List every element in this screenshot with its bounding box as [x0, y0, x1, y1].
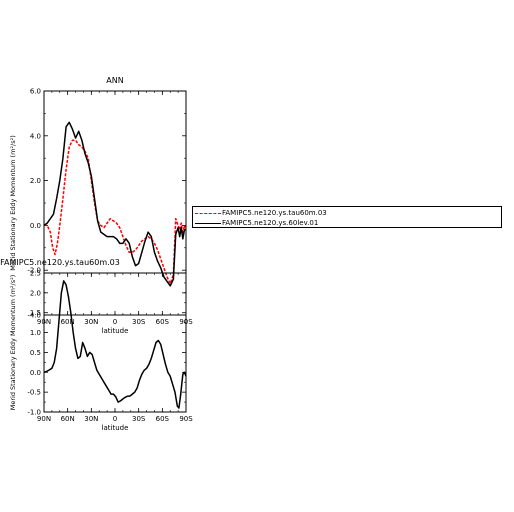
x-tick-label-30n: 30N	[84, 318, 98, 326]
legend-entry-60lev: FAMIPC5.ne120.ys.60lev.01	[195, 218, 318, 228]
y-tick-label-6-0: 6.0	[30, 88, 41, 96]
legend-label-60lev: FAMIPC5.ne120.ys.60lev.01	[222, 219, 319, 227]
y-tick-label-1-0: -1.0	[27, 409, 41, 417]
x-tick-label-60s: 60S	[156, 318, 170, 326]
plot-frame	[43, 272, 187, 413]
y-tick-label-1-0: 1.0	[30, 329, 41, 337]
x-tick-label-60s: 60S	[156, 415, 170, 423]
legend-label-tau60m: FAMIPC5.ne120.ys.tau60m.03	[222, 209, 327, 217]
y-tick-label-2-0: 2.0	[30, 289, 41, 297]
x-tick-label-60n: 60N	[61, 415, 75, 423]
chart-title: FAMIPC5.ne120.ys.tau60m.03	[0, 258, 120, 267]
series-line-famipc5-ne120-ys-tau60m-03	[44, 139, 187, 285]
series-line-famipc5-ne120-ys-60lev-01	[43, 121, 186, 287]
legend-swatch-tau60m	[195, 212, 221, 214]
series-line-series-0	[43, 280, 187, 409]
y-tick-label-2-0: 2.0	[30, 177, 41, 185]
chart-tau60m: FAMIPC5.ne120.ys.tau60m.03 90N 60N 30N 0 30S 6…	[0, 258, 193, 432]
y-tick-label-1-5: 1.5	[30, 309, 41, 317]
chart-title: ANN	[106, 76, 123, 85]
x-axis-label: latitude	[102, 424, 129, 432]
y-axis-label: Merid Stationary Eddy Momentum (m²/s²)	[9, 135, 17, 271]
x-tick-label-90s: 90S	[179, 415, 193, 423]
x-tick-label-30n: 30N	[84, 415, 98, 423]
y-tick-label-0-5: 0.5	[30, 349, 41, 357]
x-tick-label-0: 0	[113, 415, 117, 423]
y-tick-label-2-5: 2.5	[30, 270, 41, 278]
x-tick-label-30s: 30S	[132, 415, 146, 423]
y-axis-label: Merid Stationary Eddy Momentum (m²/s²)	[9, 275, 17, 411]
x-tick-label-60n: 60N	[61, 318, 75, 326]
y-tick-label-0-0: 0.0	[30, 369, 41, 377]
legend-entry-tau60m: FAMIPC5.ne120.ys.tau60m.03	[195, 208, 327, 218]
legend-swatch-60lev	[195, 222, 221, 224]
x-tick-label-0: 0	[113, 318, 117, 326]
y-tick-label-4-0: -4.0	[27, 312, 41, 320]
y-tick-label-0-0: 0.0	[30, 222, 41, 230]
x-tick-label-30s: 30S	[132, 318, 146, 326]
y-tick-label-0-5: -0.5	[27, 389, 41, 397]
y-tick-label-2-0: -2.0	[27, 267, 41, 275]
plot-frame	[43, 90, 187, 316]
y-tick-label-4-0: 4.0	[30, 132, 41, 140]
x-axis-label: latitude	[102, 327, 129, 335]
legend: FAMIPC5.ne120.ys.tau60m.03 FAMIPC5.ne120…	[192, 206, 502, 228]
x-tick-label-90n: 90N	[37, 415, 51, 423]
